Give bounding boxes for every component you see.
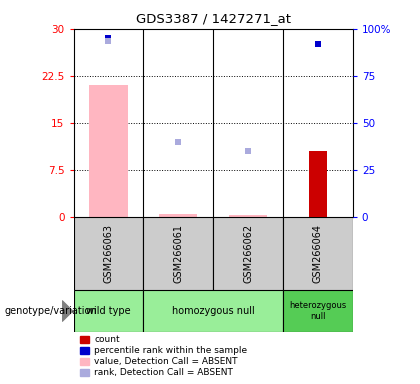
Text: rank, Detection Call = ABSENT: rank, Detection Call = ABSENT: [94, 367, 233, 377]
Text: homozygous null: homozygous null: [172, 306, 255, 316]
Text: percentile rank within the sample: percentile rank within the sample: [94, 346, 247, 355]
Text: GSM266063: GSM266063: [103, 224, 113, 283]
Text: GSM266064: GSM266064: [313, 224, 323, 283]
Text: GSM266061: GSM266061: [173, 224, 183, 283]
Bar: [283, 290, 353, 332]
Polygon shape: [62, 301, 73, 321]
Text: GSM266062: GSM266062: [243, 224, 253, 283]
Text: wild type: wild type: [86, 306, 131, 316]
Text: value, Detection Call = ABSENT: value, Detection Call = ABSENT: [94, 357, 238, 366]
Bar: [229, 215, 267, 217]
Bar: [74, 290, 143, 332]
Bar: [159, 214, 197, 217]
Bar: [74, 217, 143, 290]
Bar: [309, 151, 327, 217]
Bar: [143, 217, 213, 290]
Bar: [283, 217, 353, 290]
Text: heterozygous
null: heterozygous null: [289, 301, 346, 321]
Text: count: count: [94, 335, 120, 344]
Bar: [143, 290, 283, 332]
Title: GDS3387 / 1427271_at: GDS3387 / 1427271_at: [136, 12, 291, 25]
Bar: [89, 85, 128, 217]
Text: genotype/variation: genotype/variation: [4, 306, 97, 316]
Bar: [213, 217, 283, 290]
